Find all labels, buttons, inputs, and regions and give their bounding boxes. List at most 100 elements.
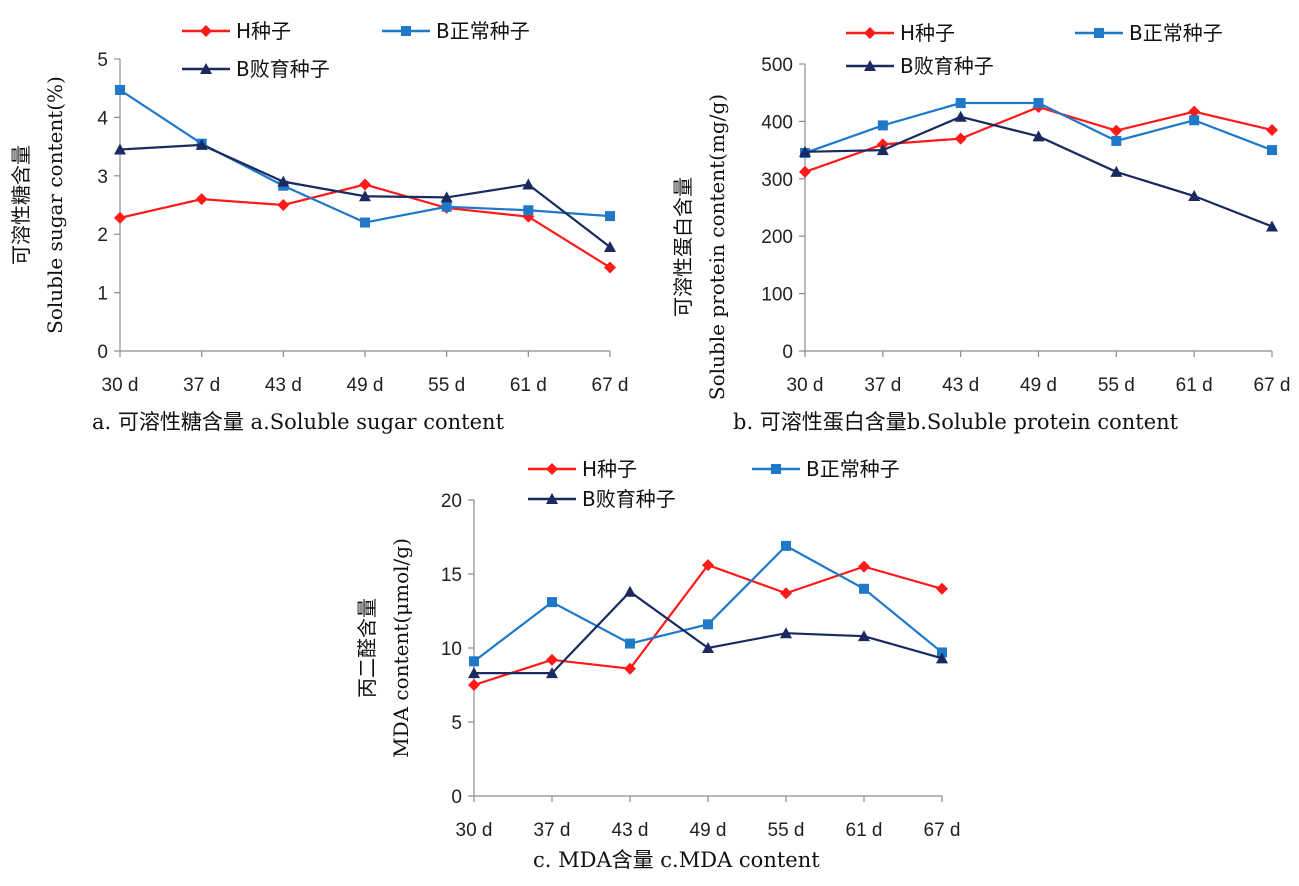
x-tick-label: 55 d	[1098, 375, 1135, 396]
y-tick-label: 300	[761, 170, 793, 191]
legend-marker	[1094, 28, 1104, 38]
data-point	[546, 653, 558, 666]
y-axis-title-cn: 丙二醛含量	[355, 598, 379, 698]
x-tick-label: 61 d	[1176, 375, 1213, 396]
legend-marker	[200, 63, 212, 74]
data-point	[277, 199, 290, 211]
data-point	[780, 627, 792, 639]
data-point	[781, 540, 791, 551]
x-tick-label: 43 d	[942, 375, 979, 396]
data-point	[858, 630, 870, 642]
x-tick-label: 67 d	[592, 375, 629, 396]
legend-label: H种子	[900, 21, 955, 45]
data-point	[441, 201, 452, 212]
y-tick-label: 100	[761, 285, 793, 306]
y-tick-label: 500	[761, 55, 793, 76]
x-tick-label: 61 d	[846, 820, 883, 841]
series-line-1	[119, 89, 611, 224]
legend-marker	[864, 60, 876, 71]
x-tick-label: 55 d	[768, 820, 805, 841]
chart-caption: a. 可溶性糖含量 a.Soluble sugar content	[92, 410, 505, 434]
data-point	[115, 84, 125, 95]
data-point	[195, 138, 208, 150]
data-point	[624, 585, 636, 597]
y-tick-label: 20	[441, 491, 462, 512]
x-tick-label: 55 d	[428, 375, 465, 396]
data-point	[936, 582, 948, 595]
data-point	[195, 193, 208, 206]
y-tick-label: 5	[451, 713, 462, 734]
legend-marker	[771, 464, 781, 474]
data-point	[546, 667, 558, 679]
legend-marker	[401, 26, 411, 36]
y-axis-title-cn: 可溶性糖含量	[9, 145, 33, 265]
series-line-2	[474, 590, 943, 675]
data-point	[1188, 190, 1201, 202]
y-axis-title-en: Soluble protein content(mg/g)	[705, 94, 729, 400]
data-point	[799, 165, 811, 178]
x-tick-label: 49 d	[690, 820, 727, 841]
data-point	[468, 679, 480, 691]
data-point	[799, 145, 811, 157]
data-point	[114, 211, 126, 224]
data-point	[877, 120, 888, 131]
legend-marker	[200, 25, 212, 37]
data-point	[114, 143, 126, 155]
y-tick-label: 0	[782, 342, 793, 363]
data-point	[604, 261, 616, 274]
x-tick-label: 43 d	[265, 375, 302, 396]
data-point	[1267, 145, 1277, 156]
x-tick-label: 37 d	[183, 375, 220, 396]
legend-label: B败育种子	[582, 487, 676, 511]
legend-marker	[546, 463, 558, 475]
y-tick-label: 0	[97, 342, 108, 363]
data-point	[624, 662, 636, 675]
y-tick-label: 5	[97, 50, 108, 71]
legend-label: H种子	[236, 19, 291, 43]
data-point	[468, 667, 480, 679]
legend-marker	[546, 493, 558, 504]
y-tick-label: 4	[97, 108, 108, 129]
data-point	[703, 619, 713, 630]
chart-c: 0 5 10 15 20 30 d 37 d 43 d 49 d 55 d 61 d 67 d H种子 B…	[355, 457, 960, 872]
data-point	[702, 642, 714, 653]
y-axis-title-en: MDA content(μmol/g)	[389, 538, 413, 758]
data-point	[780, 587, 792, 600]
data-point	[469, 656, 479, 667]
y-tick-label: 10	[441, 639, 462, 660]
data-point	[1033, 98, 1044, 109]
data-point	[955, 98, 966, 109]
legend-label: B正常种子	[1129, 21, 1223, 45]
x-tick-label: 30 d	[456, 820, 493, 841]
data-point	[702, 559, 714, 572]
x-tick-label: 37 d	[864, 375, 901, 396]
data-point	[858, 560, 870, 573]
y-tick-label: 2	[97, 225, 108, 246]
data-point	[1111, 135, 1122, 146]
data-point	[604, 241, 616, 253]
data-point	[440, 191, 453, 203]
chart-caption: c. MDA含量 c.MDA content	[533, 848, 820, 872]
y-axis-title-cn: 可溶性蛋白含量	[671, 177, 695, 317]
data-point	[936, 652, 948, 664]
legend-label: B败育种子	[900, 54, 994, 78]
x-tick-label: 37 d	[534, 820, 571, 841]
data-point	[523, 205, 534, 216]
data-point	[876, 144, 889, 156]
x-tick-label: 67 d	[1254, 375, 1291, 396]
data-point	[1110, 124, 1123, 137]
data-point	[360, 217, 370, 228]
data-point	[954, 110, 967, 122]
y-tick-label: 0	[451, 787, 462, 808]
x-tick-label: 49 d	[1020, 375, 1057, 396]
y-tick-label: 400	[761, 112, 793, 133]
data-point	[522, 178, 535, 190]
x-tick-label: 61 d	[510, 375, 547, 396]
legend-label: H种子	[582, 457, 637, 481]
data-point	[277, 175, 290, 187]
data-point	[359, 190, 371, 202]
x-tick-label: 49 d	[347, 375, 384, 396]
y-axis-title-en: Soluble sugar content(%)	[43, 76, 67, 334]
legend-label: B正常种子	[436, 19, 530, 43]
